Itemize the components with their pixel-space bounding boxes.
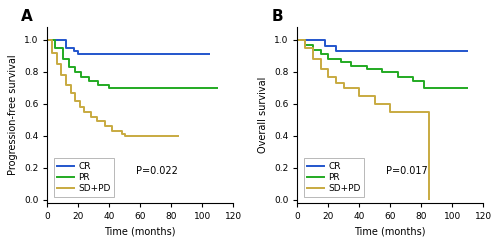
Text: P=0.022: P=0.022 <box>136 166 178 176</box>
X-axis label: Time (months): Time (months) <box>104 227 176 237</box>
Y-axis label: Progression-free survival: Progression-free survival <box>8 55 18 175</box>
Legend: CR, PR, SD+PD: CR, PR, SD+PD <box>304 158 364 197</box>
Text: B: B <box>272 9 283 24</box>
Text: A: A <box>22 9 33 24</box>
X-axis label: Time (months): Time (months) <box>354 227 426 237</box>
Text: P=0.017: P=0.017 <box>386 166 428 176</box>
Y-axis label: Overall survival: Overall survival <box>258 77 268 153</box>
Legend: CR, PR, SD+PD: CR, PR, SD+PD <box>54 158 114 197</box>
